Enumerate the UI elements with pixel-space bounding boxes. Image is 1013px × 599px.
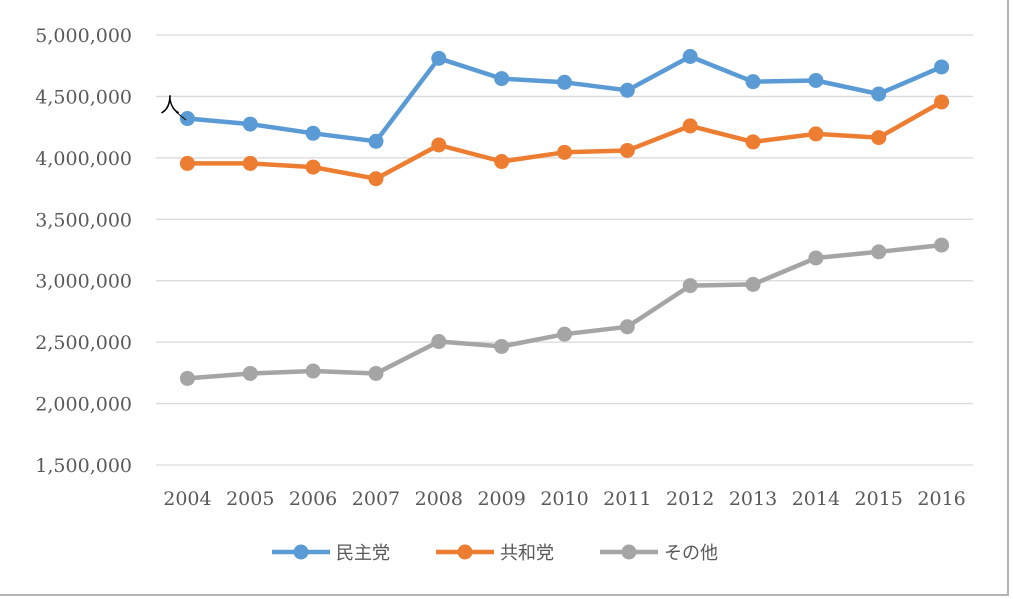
legend: 民主党 共和党 その他 <box>272 543 718 564</box>
data-point <box>808 250 824 266</box>
legend-label: 共和党 <box>500 543 554 564</box>
data-point <box>745 276 761 292</box>
x-tick-label: 2015 <box>855 488 903 510</box>
data-point <box>242 116 258 132</box>
x-tick-label: 2005 <box>226 488 274 510</box>
legend-label: 民主党 <box>336 543 390 564</box>
data-point <box>808 126 824 142</box>
x-tick-label: 2007 <box>352 488 400 510</box>
y-tick-label: 4,000,000 <box>35 148 132 170</box>
y-tick-label: 4,500,000 <box>35 86 132 108</box>
data-point <box>871 244 887 260</box>
data-point <box>179 370 195 386</box>
x-tick-label: 2004 <box>163 488 211 510</box>
x-tick-label: 2011 <box>603 488 651 510</box>
data-point <box>305 363 321 379</box>
legend-marker <box>457 544 473 560</box>
x-tick-label: 2006 <box>289 488 337 510</box>
data-point <box>242 155 258 171</box>
data-point <box>871 86 887 102</box>
data-point <box>368 365 384 381</box>
data-point <box>745 134 761 150</box>
x-tick-label: 2013 <box>729 488 777 510</box>
data-point <box>431 334 447 350</box>
y-axis-ticks: 1,500,000 2,000,000 2,500,000 3,000,000 3,50… <box>35 25 132 477</box>
unit-leader-line <box>175 111 187 121</box>
data-point <box>619 142 635 158</box>
gridlines <box>156 34 973 466</box>
y-tick-label: 3,500,000 <box>35 209 132 231</box>
x-tick-label: 2016 <box>917 488 965 510</box>
data-point <box>871 130 887 146</box>
data-point <box>557 74 572 90</box>
data-point <box>745 74 761 90</box>
data-point <box>557 144 572 160</box>
legend-marker <box>293 544 309 560</box>
series-line-3 <box>187 242 942 381</box>
data-point <box>808 72 824 88</box>
data-point <box>934 237 950 253</box>
y-tick-label: 5,000,000 <box>35 25 132 47</box>
data-point <box>557 326 572 342</box>
x-tick-label: 2010 <box>540 488 588 510</box>
y-tick-label: 2,000,000 <box>35 394 132 416</box>
data-point <box>934 59 950 75</box>
data-point <box>368 171 384 187</box>
data-point <box>368 133 384 149</box>
x-tick-label: 2009 <box>477 488 525 510</box>
data-point <box>682 49 698 64</box>
y-tick-label: 2,500,000 <box>35 332 132 354</box>
series-line-1 <box>187 54 943 144</box>
unit-label: 人 <box>160 93 180 117</box>
x-tick-label: 2008 <box>415 488 463 510</box>
y-tick-label: 1,500,000 <box>35 455 132 477</box>
data-point <box>494 338 510 354</box>
data-point <box>682 278 698 294</box>
data-point <box>179 111 195 127</box>
data-point <box>619 82 635 98</box>
legend-marker <box>621 544 637 560</box>
data-point <box>179 155 195 171</box>
x-tick-label: 2014 <box>792 488 840 510</box>
y-tick-label: 3,000,000 <box>35 271 132 293</box>
x-tick-label: 2012 <box>666 488 714 510</box>
data-point <box>242 365 258 381</box>
data-point <box>305 125 321 141</box>
data-point <box>494 154 510 170</box>
data-point <box>431 50 447 66</box>
data-point <box>682 118 698 134</box>
series-points <box>179 49 950 386</box>
series-line-2 <box>187 100 943 181</box>
data-point <box>494 71 510 87</box>
legend-label: その他 <box>664 543 718 564</box>
data-point <box>431 137 447 153</box>
x-axis-ticks: 2004 2005 2006 2007 2008 2009 2010 2011 2012 2013… <box>163 488 966 510</box>
data-point <box>934 94 950 110</box>
data-point <box>619 319 635 335</box>
data-point <box>305 159 321 175</box>
